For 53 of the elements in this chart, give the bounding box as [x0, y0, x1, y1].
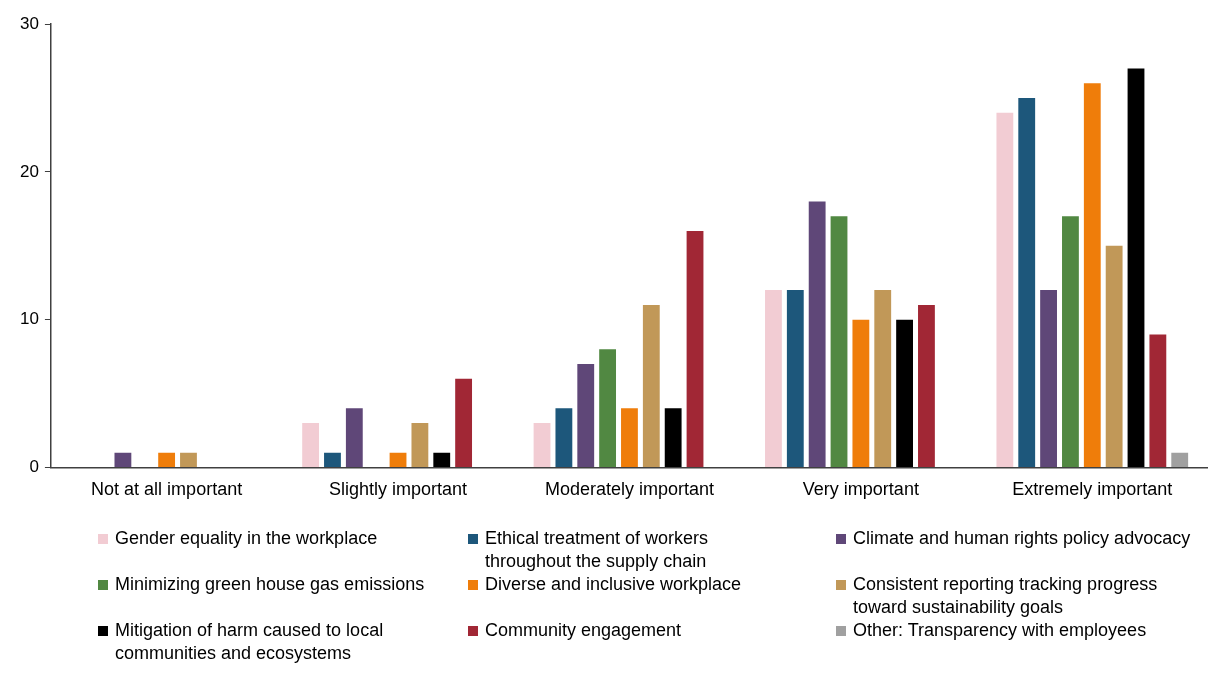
bar [808, 201, 826, 467]
bar [158, 452, 176, 467]
bar [577, 363, 595, 467]
bar [1018, 98, 1036, 467]
bar [180, 452, 197, 467]
legend-label: Consistent reporting tracking progress toward sustainability goals [853, 573, 1159, 619]
bar [1105, 245, 1123, 467]
bar [786, 290, 804, 467]
bar [533, 423, 551, 467]
bar [324, 452, 341, 467]
legend-label: Gender equality in the workplace [115, 527, 378, 550]
bar [765, 290, 782, 467]
legend-label: Mitigation of harm caused to local communities and ecosystems [115, 619, 385, 665]
bar [345, 408, 363, 467]
bar [642, 304, 660, 467]
x-tick-label: Very important [802, 479, 919, 500]
bar [918, 304, 935, 467]
bar [433, 452, 451, 467]
x-tick-label: Extremely important [1012, 479, 1173, 500]
bar [874, 290, 892, 467]
bar [389, 452, 407, 467]
bar [1062, 216, 1079, 467]
legend-label: Ethical treatment of workers throughout the supply chain [485, 527, 710, 573]
bar [996, 112, 1014, 467]
bar [1171, 452, 1189, 467]
legend-label: Diverse and inclusive workplace [485, 573, 742, 596]
bar [852, 319, 870, 467]
bar [411, 423, 429, 467]
x-tick-label: Not at all important [91, 479, 243, 500]
legend-label: Other: Transparency with employees [853, 619, 1147, 642]
bar [830, 216, 848, 467]
bar [1127, 68, 1145, 467]
y-tick-label: 20 [19, 161, 39, 181]
y-tick-label: 10 [19, 309, 39, 329]
bar [555, 408, 573, 467]
bar [1083, 83, 1101, 467]
bar [302, 423, 320, 467]
bar [599, 349, 617, 467]
legend-label: Community engagement [485, 619, 682, 642]
legend-label: Climate and human rights policy advocacy [853, 527, 1191, 550]
bar [664, 408, 682, 467]
bar [686, 231, 704, 467]
y-tick-label: 30 [19, 13, 39, 33]
legend-label: Minimizing green house gas emissions [115, 573, 425, 596]
bar [114, 452, 132, 467]
x-tick-label: Moderately important [544, 479, 714, 500]
bar [896, 319, 913, 467]
bar [455, 378, 473, 467]
bar [1040, 290, 1057, 467]
bar [1149, 334, 1167, 467]
bar [621, 408, 638, 467]
x-tick-label: Slightly important [329, 479, 468, 500]
y-tick-label: 0 [29, 457, 39, 477]
